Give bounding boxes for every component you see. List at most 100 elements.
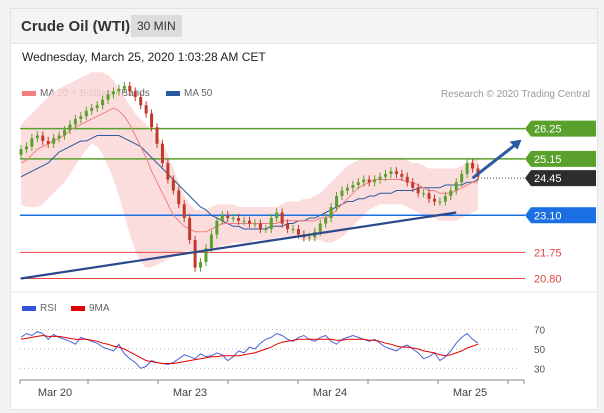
candle-body (449, 190, 453, 196)
candle-body (41, 135, 45, 141)
research-credit: Research © 2020 Trading Central (440, 89, 590, 100)
rsi-swatch (22, 305, 36, 311)
candle-body (139, 97, 143, 106)
candle-body (264, 229, 268, 230)
legend-ma9-label: 9MA (89, 303, 110, 314)
timeframe-badge[interactable]: 30 MIN (131, 15, 182, 37)
level-tag-26.25 (525, 120, 596, 137)
candle-body (253, 223, 257, 225)
ma50-line (20, 135, 479, 230)
candle-body (30, 138, 34, 147)
candle-body (209, 234, 213, 249)
candle-body (237, 218, 241, 221)
chart-header: Crude Oil (WTI) 30 MIN (11, 9, 597, 44)
ma50-swatch (166, 90, 180, 96)
level-label-23.10: 23.10 (534, 210, 562, 222)
candle-body (204, 248, 208, 262)
candle-body (384, 174, 388, 177)
candle-body (111, 91, 115, 95)
rsi-tick-50: 50 (534, 345, 546, 356)
candle-body (133, 91, 137, 97)
level-label-24.45: 24.45 (534, 173, 562, 185)
chart-panel: Crude Oil (WTI) 30 MIN Wednesday, March … (10, 8, 598, 410)
candle-body (422, 193, 426, 195)
candle-body (57, 135, 61, 139)
candle-body (155, 127, 159, 144)
support-trendline (20, 211, 457, 280)
candle-body (231, 218, 235, 219)
legend-rsi: RSI (22, 303, 57, 314)
level-label-25.15: 25.15 (534, 154, 562, 166)
candle-body (460, 174, 464, 183)
candle-body (318, 223, 322, 232)
rsi-tick-30: 30 (534, 364, 546, 375)
candle-body (432, 198, 436, 202)
level-label-20.80: 20.80 (534, 274, 562, 286)
candle-body (340, 190, 344, 196)
level-tag-24.45 (525, 170, 596, 187)
legend-rsi-label: RSI (40, 303, 57, 314)
candle-body (150, 113, 154, 128)
candle-body (400, 174, 404, 177)
candle-body (416, 187, 420, 194)
candle-body (144, 105, 148, 114)
candle-body (166, 163, 170, 180)
candle-body (411, 182, 415, 188)
candle-body (362, 179, 366, 183)
candle-body (90, 108, 94, 111)
candle-body (275, 212, 279, 218)
level-tag-23.10 (525, 207, 596, 224)
candle-body (324, 218, 328, 224)
candle-body (454, 182, 458, 191)
candle-body (63, 130, 67, 136)
candle-body (101, 99, 105, 106)
x-tick-label-0: Mar 20 (38, 387, 72, 399)
timestamp: Wednesday, March 25, 2020 1:03:28 AM CET (22, 50, 266, 64)
candle-body (73, 119, 77, 125)
candle-body (329, 207, 333, 218)
bollinger-band (21, 72, 478, 268)
candle-body (171, 179, 175, 191)
candle-body (296, 229, 300, 235)
candle-body (389, 171, 393, 174)
level-label-26.25: 26.25 (534, 124, 562, 136)
candle-body (351, 185, 355, 188)
candle-body (46, 141, 50, 144)
candle-body (160, 143, 164, 163)
candle-body (405, 176, 409, 183)
rsi-tick-70: 70 (534, 326, 546, 337)
candle-body (35, 135, 39, 139)
forecast-arrow-head (509, 139, 522, 150)
candle-body (356, 182, 360, 185)
candle-body (52, 138, 56, 144)
candle-body (182, 204, 186, 218)
candle-body (373, 179, 377, 183)
candle-body (258, 223, 262, 229)
ma20-swatch (22, 90, 36, 96)
candle-body (394, 171, 398, 174)
x-tick-label-3: Mar 25 (453, 387, 487, 399)
ma9-swatch (71, 305, 85, 311)
candle-body (226, 215, 230, 218)
rsi-ma9-line (20, 334, 479, 364)
x-tick-label-2: Mar 24 (313, 387, 347, 399)
candle-body (367, 179, 371, 183)
candle-body (269, 218, 273, 229)
candle-body (280, 212, 284, 224)
candle-body (199, 262, 203, 268)
candle-body (465, 163, 469, 174)
candle-body (438, 201, 442, 203)
legend-ma50: MA 50 (166, 88, 212, 99)
candle-body (335, 196, 339, 207)
legend-ma9: 9MA (71, 303, 110, 314)
forecast-arrow-shaft (471, 143, 517, 180)
candle-body (193, 240, 197, 268)
candle-body (24, 146, 28, 150)
candle-body (427, 193, 431, 199)
candle-body (84, 110, 88, 117)
candle-body (345, 187, 349, 191)
candle-body (117, 88, 121, 92)
candle-body (443, 196, 447, 202)
candle-body (79, 116, 83, 119)
